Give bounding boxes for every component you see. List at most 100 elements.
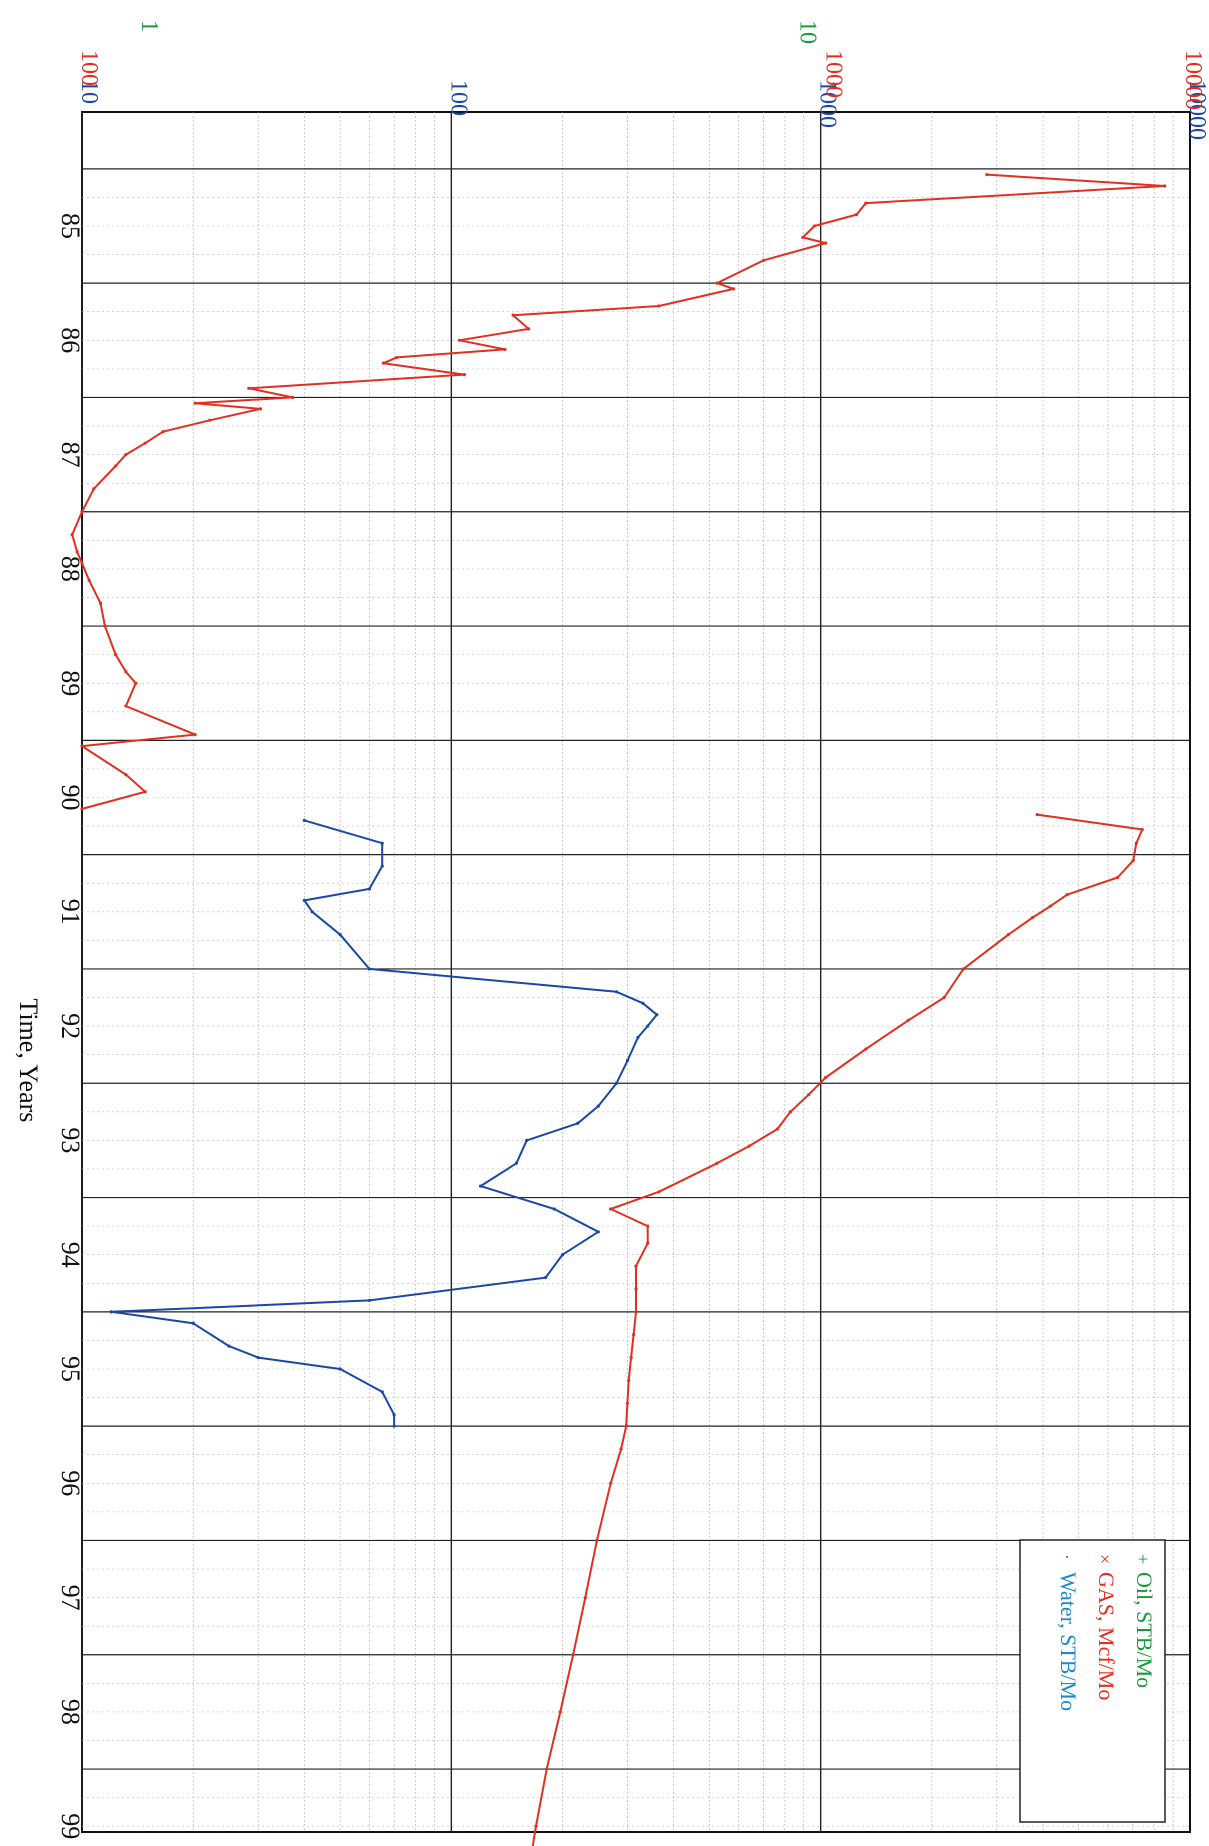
series-point — [193, 401, 197, 405]
series-point — [961, 967, 966, 971]
x-tick-label: 90 — [56, 785, 85, 811]
series-line — [531, 813, 1144, 1846]
series-point — [731, 287, 736, 291]
x-tick-label: 94 — [56, 1242, 85, 1268]
series-point — [511, 313, 515, 317]
legend-label: GAS, Mcf/Mo — [1094, 1572, 1119, 1700]
legend-marker: × — [1095, 1554, 1115, 1564]
series-point — [807, 1093, 811, 1097]
series-point — [596, 1104, 600, 1108]
series-point — [1131, 858, 1135, 862]
series-point — [576, 1121, 580, 1125]
series-point — [1163, 184, 1167, 188]
series-point — [525, 1138, 529, 1142]
legend-marker: + — [1133, 1554, 1153, 1564]
series-point — [392, 1424, 396, 1428]
series-layer — [70, 172, 1167, 1846]
series-point — [627, 1378, 631, 1383]
series-point — [124, 773, 128, 777]
series-point — [80, 744, 84, 748]
series-point — [191, 1321, 195, 1325]
series-point — [380, 841, 384, 845]
series-point — [124, 704, 128, 708]
series-point — [646, 1024, 650, 1028]
series-point — [655, 1013, 659, 1017]
series-point — [143, 790, 147, 794]
legend-marker: · — [1057, 1554, 1077, 1560]
x-tick-label: 86 — [56, 327, 85, 353]
series-point — [560, 1253, 565, 1257]
series-point — [338, 933, 342, 937]
series-point — [625, 1058, 630, 1062]
y-tick-label: 100 — [76, 50, 102, 86]
series-point — [247, 386, 251, 390]
series-point — [775, 1127, 780, 1131]
series-point — [544, 1275, 548, 1280]
series-point — [527, 327, 531, 331]
series-point — [457, 338, 462, 342]
series-point — [812, 224, 817, 228]
series-point — [395, 355, 399, 360]
chart-legend: + Oil, STB/Mo × GAS, Mcf/Mo · Water, STB/Mo — [1019, 1539, 1166, 1823]
x-tick-label: 91 — [56, 899, 85, 925]
series-point — [1031, 915, 1035, 920]
series-point — [80, 510, 84, 514]
series-point — [824, 1075, 828, 1080]
y-tick-label: 10 — [795, 20, 821, 44]
series-point — [367, 967, 371, 971]
series-point — [636, 1035, 640, 1040]
series-point — [634, 1264, 638, 1268]
y-tick-label: 1000 — [821, 50, 847, 98]
series-point — [92, 487, 96, 491]
series-point — [134, 681, 138, 685]
series-point — [1048, 904, 1053, 908]
series-point — [87, 578, 91, 582]
series-point — [624, 1424, 628, 1428]
series-point — [227, 1344, 231, 1348]
series-point — [854, 212, 859, 217]
series-2 — [109, 818, 659, 1428]
series-point — [625, 1401, 630, 1405]
series-point — [657, 304, 661, 308]
series-point — [1035, 813, 1039, 817]
x-tick-label: 96 — [56, 1470, 85, 1496]
series-point — [109, 1310, 113, 1314]
series-point — [1134, 841, 1138, 845]
series-point — [80, 561, 84, 565]
series-point — [614, 990, 619, 994]
series-point — [503, 347, 507, 352]
x-tick-label: 99 — [56, 1813, 85, 1839]
series-point — [715, 1161, 719, 1165]
y-tick-label: 1 — [136, 20, 162, 32]
series-point — [98, 601, 103, 605]
series-point — [619, 1447, 623, 1451]
series-line — [110, 819, 658, 1427]
series-point — [824, 241, 828, 245]
series-point — [256, 1355, 260, 1360]
series-point — [302, 818, 306, 822]
legend-box — [1019, 1539, 1166, 1823]
series-point — [208, 418, 212, 422]
series-0 — [70, 172, 1167, 811]
series-point — [906, 1018, 910, 1022]
y-tick-label: 10000 — [1184, 80, 1209, 140]
series-point — [583, 1596, 587, 1600]
x-tick-label: 87 — [56, 442, 85, 468]
x-tick-label: 93 — [56, 1127, 85, 1153]
x-axis-title: Time, Years — [14, 998, 43, 1122]
series-point — [392, 1413, 396, 1417]
series-point — [1006, 933, 1010, 937]
series-point — [646, 1224, 650, 1228]
series-point — [631, 1333, 636, 1337]
series-point — [302, 898, 306, 902]
series-point — [942, 995, 946, 1000]
series-point — [629, 1355, 633, 1360]
series-point — [514, 1161, 518, 1165]
series-point — [478, 1184, 483, 1188]
series-point — [1115, 875, 1120, 880]
y-tick-label: 100 — [445, 80, 471, 116]
x-tick-label: 89 — [56, 670, 85, 696]
series-point — [595, 1538, 599, 1543]
